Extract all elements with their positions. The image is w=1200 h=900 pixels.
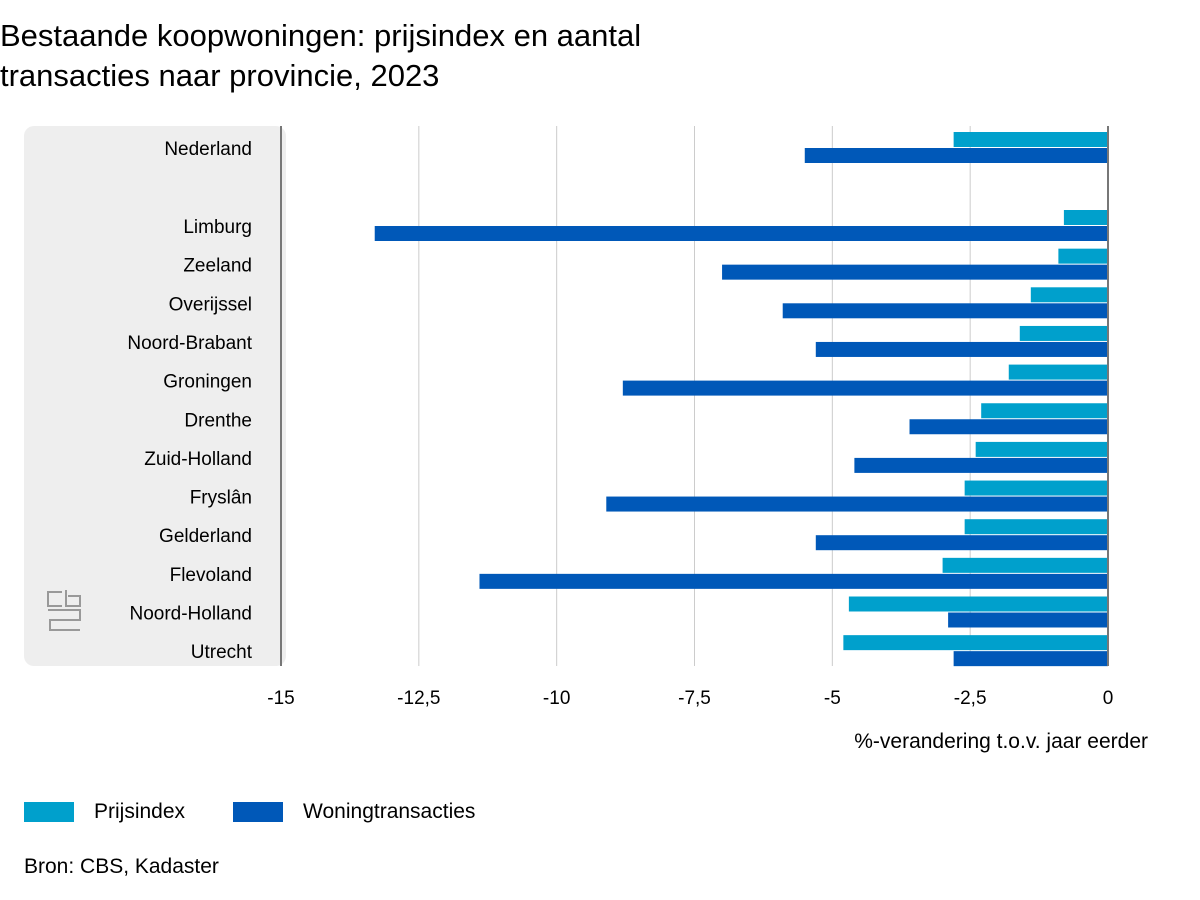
bar-prijsindex — [981, 403, 1108, 419]
bar-woningtransacties — [804, 148, 1108, 163]
legend-swatch-prijsindex — [24, 802, 74, 822]
x-tick-label: -12,5 — [397, 688, 440, 709]
category-label: Zuid-Holland — [144, 449, 252, 470]
x-tick-label: -10 — [543, 688, 570, 709]
bar-prijsindex — [1019, 325, 1108, 341]
category-label: Noord-Brabant — [127, 333, 252, 354]
legend-item-prijsindex: Prijsindex — [24, 800, 185, 824]
x-tick-label: -15 — [267, 688, 294, 709]
bar-prijsindex — [848, 596, 1108, 612]
category-label: Utrecht — [191, 642, 253, 663]
bar-prijsindex — [1058, 248, 1108, 264]
bar-prijsindex — [1030, 287, 1108, 303]
category-label: Groningen — [163, 372, 252, 393]
bar-prijsindex — [1063, 210, 1108, 225]
category-label: Fryslân — [190, 488, 252, 509]
bar-woningtransacties — [854, 457, 1108, 473]
x-tick-label: 0 — [1103, 688, 1114, 709]
category-label: Overijssel — [169, 294, 252, 315]
category-label: Nederland — [164, 139, 252, 160]
category-label: Drenthe — [184, 410, 252, 431]
category-label: Gelderland — [159, 526, 252, 547]
category-panel — [24, 126, 286, 666]
bar-woningtransacties — [815, 341, 1108, 357]
source-note: Bron: CBS, Kadaster — [24, 855, 219, 878]
legend-label-woningtransacties: Woningtransacties — [303, 800, 476, 823]
legend: Prijsindex Woningtransacties — [24, 800, 523, 824]
bar-prijsindex — [1008, 364, 1108, 380]
category-label: Zeeland — [183, 256, 252, 277]
cbs-logo — [47, 590, 81, 631]
bar-prijsindex — [843, 635, 1108, 651]
legend-item-woningtransacties: Woningtransacties — [233, 800, 475, 824]
bar-woningtransacties — [815, 535, 1108, 551]
bar-prijsindex — [942, 557, 1108, 573]
legend-swatch-woningtransacties — [233, 802, 284, 822]
category-label: Limburg — [183, 217, 252, 238]
x-tick-label: -7,5 — [678, 688, 711, 709]
title-line-1: Bestaande koopwoningen: prijsindex en aa… — [0, 18, 642, 53]
bar-woningtransacties — [606, 496, 1108, 512]
bar-woningtransacties — [722, 264, 1108, 280]
x-tick-label: -5 — [824, 688, 841, 709]
chart-title: Bestaande koopwoningen: prijsindex en aa… — [0, 16, 800, 96]
x-axis-label: %-verandering t.o.v. jaar eerder — [854, 730, 1148, 753]
bar-woningtransacties — [374, 226, 1108, 241]
bar-woningtransacties — [782, 303, 1108, 319]
category-label: Flevoland — [170, 565, 252, 586]
bar-woningtransacties — [909, 419, 1108, 435]
x-tick-label: -2,5 — [954, 688, 987, 709]
bar-woningtransacties — [953, 651, 1108, 667]
bar-prijsindex — [964, 519, 1108, 535]
bar-woningtransacties — [479, 573, 1109, 589]
bar-prijsindex — [953, 132, 1108, 147]
bar-chart: Nederland Limburg Zeeland Overijssel Noord-B… — [24, 126, 1148, 753]
bar-prijsindex — [975, 441, 1108, 457]
legend-label-prijsindex: Prijsindex — [94, 800, 186, 823]
category-label: Noord-Holland — [129, 604, 252, 625]
bar-woningtransacties — [948, 612, 1108, 628]
title-line-2: transacties naar provincie, 2023 — [0, 58, 440, 93]
bar-woningtransacties — [622, 380, 1108, 396]
bar-prijsindex — [964, 480, 1108, 496]
